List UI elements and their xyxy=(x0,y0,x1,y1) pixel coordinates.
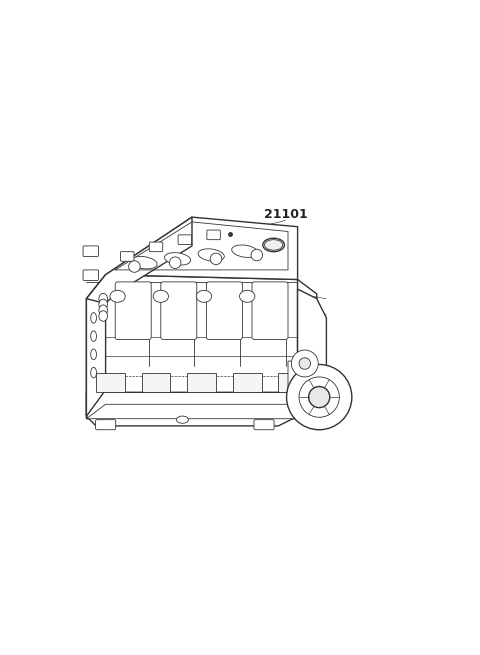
Ellipse shape xyxy=(99,293,108,304)
FancyBboxPatch shape xyxy=(207,230,220,240)
Polygon shape xyxy=(96,373,125,392)
FancyBboxPatch shape xyxy=(206,282,242,339)
FancyBboxPatch shape xyxy=(252,282,288,339)
Ellipse shape xyxy=(91,367,96,378)
Polygon shape xyxy=(187,373,216,392)
Polygon shape xyxy=(86,274,106,417)
Circle shape xyxy=(299,358,311,369)
Circle shape xyxy=(299,377,339,417)
Text: 21101: 21101 xyxy=(264,208,308,221)
Ellipse shape xyxy=(153,290,168,303)
Polygon shape xyxy=(278,373,307,392)
Ellipse shape xyxy=(165,253,191,265)
Polygon shape xyxy=(298,289,326,375)
FancyBboxPatch shape xyxy=(120,252,134,261)
FancyBboxPatch shape xyxy=(83,270,98,280)
Polygon shape xyxy=(298,280,317,419)
Circle shape xyxy=(169,257,181,269)
Ellipse shape xyxy=(177,416,188,423)
Ellipse shape xyxy=(196,290,212,303)
Ellipse shape xyxy=(264,240,283,250)
Polygon shape xyxy=(233,373,262,392)
Ellipse shape xyxy=(263,238,284,252)
FancyBboxPatch shape xyxy=(254,420,274,430)
Ellipse shape xyxy=(91,312,96,323)
FancyBboxPatch shape xyxy=(96,420,116,430)
Polygon shape xyxy=(86,392,298,426)
Ellipse shape xyxy=(131,257,157,269)
Circle shape xyxy=(210,253,222,265)
FancyBboxPatch shape xyxy=(149,242,163,252)
Ellipse shape xyxy=(198,249,224,261)
Circle shape xyxy=(129,261,140,272)
Polygon shape xyxy=(86,274,298,419)
Ellipse shape xyxy=(240,290,255,303)
FancyBboxPatch shape xyxy=(178,235,192,244)
Polygon shape xyxy=(288,361,312,390)
FancyBboxPatch shape xyxy=(161,282,197,339)
Ellipse shape xyxy=(91,331,96,341)
FancyBboxPatch shape xyxy=(83,246,98,257)
Polygon shape xyxy=(86,217,192,303)
Circle shape xyxy=(291,350,318,377)
FancyBboxPatch shape xyxy=(115,282,151,339)
Ellipse shape xyxy=(232,245,258,257)
Polygon shape xyxy=(86,404,298,419)
Ellipse shape xyxy=(110,290,125,303)
Circle shape xyxy=(251,250,263,261)
Ellipse shape xyxy=(99,305,108,316)
Polygon shape xyxy=(106,217,298,280)
Ellipse shape xyxy=(99,299,108,310)
Ellipse shape xyxy=(99,310,108,321)
Polygon shape xyxy=(142,373,170,392)
Circle shape xyxy=(287,364,352,430)
Ellipse shape xyxy=(91,349,96,360)
Circle shape xyxy=(309,386,330,407)
